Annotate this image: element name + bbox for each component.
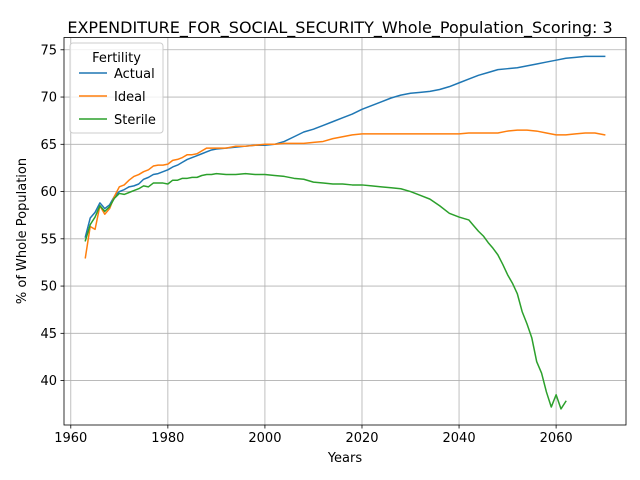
legend-label-actual: Actual [114,67,155,82]
y-axis-label: % of Whole Population [15,158,30,304]
grid [64,37,626,425]
series-line-ideal [84,129,606,259]
legend-box [69,42,164,134]
y-tick-label: 70 [40,91,57,106]
y-tick-label: 65 [40,138,57,153]
y-tick-label: 40 [40,374,57,389]
legend-items: Actual Ideal Sterile [79,67,156,128]
axis-ticks: 1960 1980 2000 2020 2040 2060 40 45 50 55 60 65 70 75 [40,43,572,446]
legend-label-ideal: Ideal [114,90,146,105]
x-tick-label: 2040 [443,431,476,446]
y-tick-label: 60 [40,185,57,200]
y-tick-label: 55 [40,232,57,247]
x-tick-label: 2000 [248,431,281,446]
y-tick-label: 75 [40,43,57,58]
x-axis-label: Years [327,451,363,466]
x-tick-label: 1960 [54,431,87,446]
plot-frame [63,37,627,426]
legend-title: Fertility [92,51,141,66]
legend: Fertility Actual Ideal Sterile [69,42,164,134]
x-tick-label: 2060 [540,431,573,446]
series-lines [84,55,606,410]
x-tick-label: 2020 [345,431,378,446]
legend-label-sterile: Sterile [114,113,156,128]
series-line-actual [84,55,606,238]
y-tick-label: 50 [40,280,57,295]
x-tick-label: 1980 [151,431,184,446]
series-line-sterile [84,172,567,410]
y-tick-label: 45 [40,327,57,342]
chart-title: EXPENDITURE_FOR_SOCIAL_SECURITY_Whole_Po… [67,18,612,38]
